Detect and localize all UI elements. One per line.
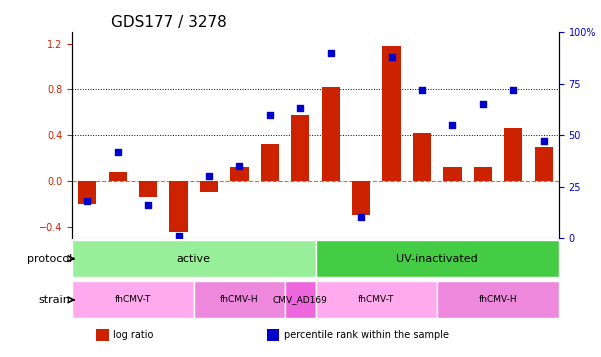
Text: active: active xyxy=(177,254,211,264)
Bar xyxy=(352,181,370,215)
Bar xyxy=(291,115,310,181)
FancyBboxPatch shape xyxy=(438,281,559,318)
Point xyxy=(296,105,305,111)
Text: GDS177 / 3278: GDS177 / 3278 xyxy=(111,15,227,30)
Text: fhCMV-T: fhCMV-T xyxy=(115,295,151,305)
Point xyxy=(174,233,183,239)
Point xyxy=(508,87,518,93)
Bar xyxy=(169,181,188,232)
Text: CMV_AD169: CMV_AD169 xyxy=(273,295,328,305)
Point xyxy=(234,163,244,169)
Bar xyxy=(96,329,109,341)
Bar xyxy=(474,167,492,181)
Bar xyxy=(322,87,340,181)
Text: log ratio: log ratio xyxy=(114,330,154,340)
Text: UV-inactivated: UV-inactivated xyxy=(396,254,478,264)
Bar xyxy=(78,181,96,204)
Bar xyxy=(413,133,431,181)
Point xyxy=(417,87,427,93)
FancyBboxPatch shape xyxy=(316,281,438,318)
Point xyxy=(448,122,457,128)
Bar xyxy=(267,329,279,341)
Point xyxy=(113,149,123,155)
Bar xyxy=(109,172,127,181)
Bar xyxy=(139,181,157,197)
Bar xyxy=(200,181,218,192)
FancyBboxPatch shape xyxy=(316,240,559,277)
Point xyxy=(204,174,214,179)
Point xyxy=(387,54,397,60)
Point xyxy=(539,139,549,144)
Text: fhCMV-H: fhCMV-H xyxy=(220,295,259,305)
Text: fhCMV-T: fhCMV-T xyxy=(358,295,395,305)
FancyBboxPatch shape xyxy=(72,240,316,277)
FancyBboxPatch shape xyxy=(285,281,316,318)
Text: percentile rank within the sample: percentile rank within the sample xyxy=(284,330,449,340)
Bar xyxy=(382,46,401,181)
Point xyxy=(82,198,92,204)
Point xyxy=(326,50,335,56)
Text: strain: strain xyxy=(38,295,70,305)
Text: fhCMV-H: fhCMV-H xyxy=(479,295,517,305)
Bar xyxy=(230,167,249,181)
Bar xyxy=(535,146,553,181)
FancyBboxPatch shape xyxy=(194,281,285,318)
FancyBboxPatch shape xyxy=(72,281,194,318)
Point xyxy=(265,112,275,117)
Bar xyxy=(444,167,462,181)
Point xyxy=(144,202,153,208)
Bar xyxy=(504,128,522,181)
Point xyxy=(356,215,366,220)
Point xyxy=(478,101,487,107)
Text: protocol: protocol xyxy=(27,254,72,264)
Bar xyxy=(261,144,279,181)
